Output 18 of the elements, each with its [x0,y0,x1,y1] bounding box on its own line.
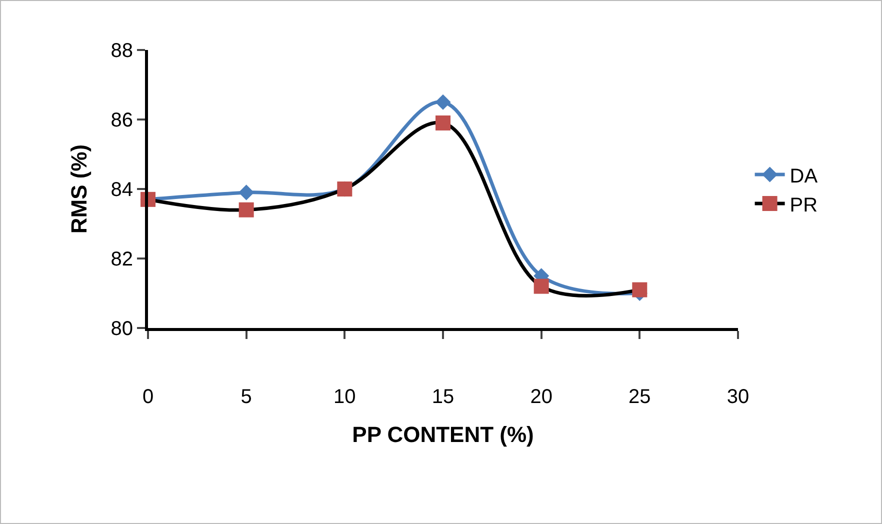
point [238,184,254,200]
x-tick-label: 10 [334,386,356,408]
legend-label: PR [790,194,818,216]
x-tick-label: 5 [240,386,252,408]
point [435,94,451,110]
x-tick-label: 20 [530,386,552,408]
y-tick-label: 86 [110,110,133,132]
legend-label: DA [790,165,818,188]
x-axis-title: PP CONTENT (%) [352,422,534,447]
y-tick-label: 88 [110,40,133,62]
y-tick-label: 80 [110,318,133,340]
x-tick-label: 0 [142,386,154,408]
x-tick-label: 25 [628,386,651,408]
y-tick-label: 84 [110,179,133,201]
x-tick-label: 15 [432,386,454,408]
y-axis-title: RMS (%) [66,144,92,234]
y-tick-label: 82 [110,248,133,270]
x-tick-label: 30 [726,386,750,408]
